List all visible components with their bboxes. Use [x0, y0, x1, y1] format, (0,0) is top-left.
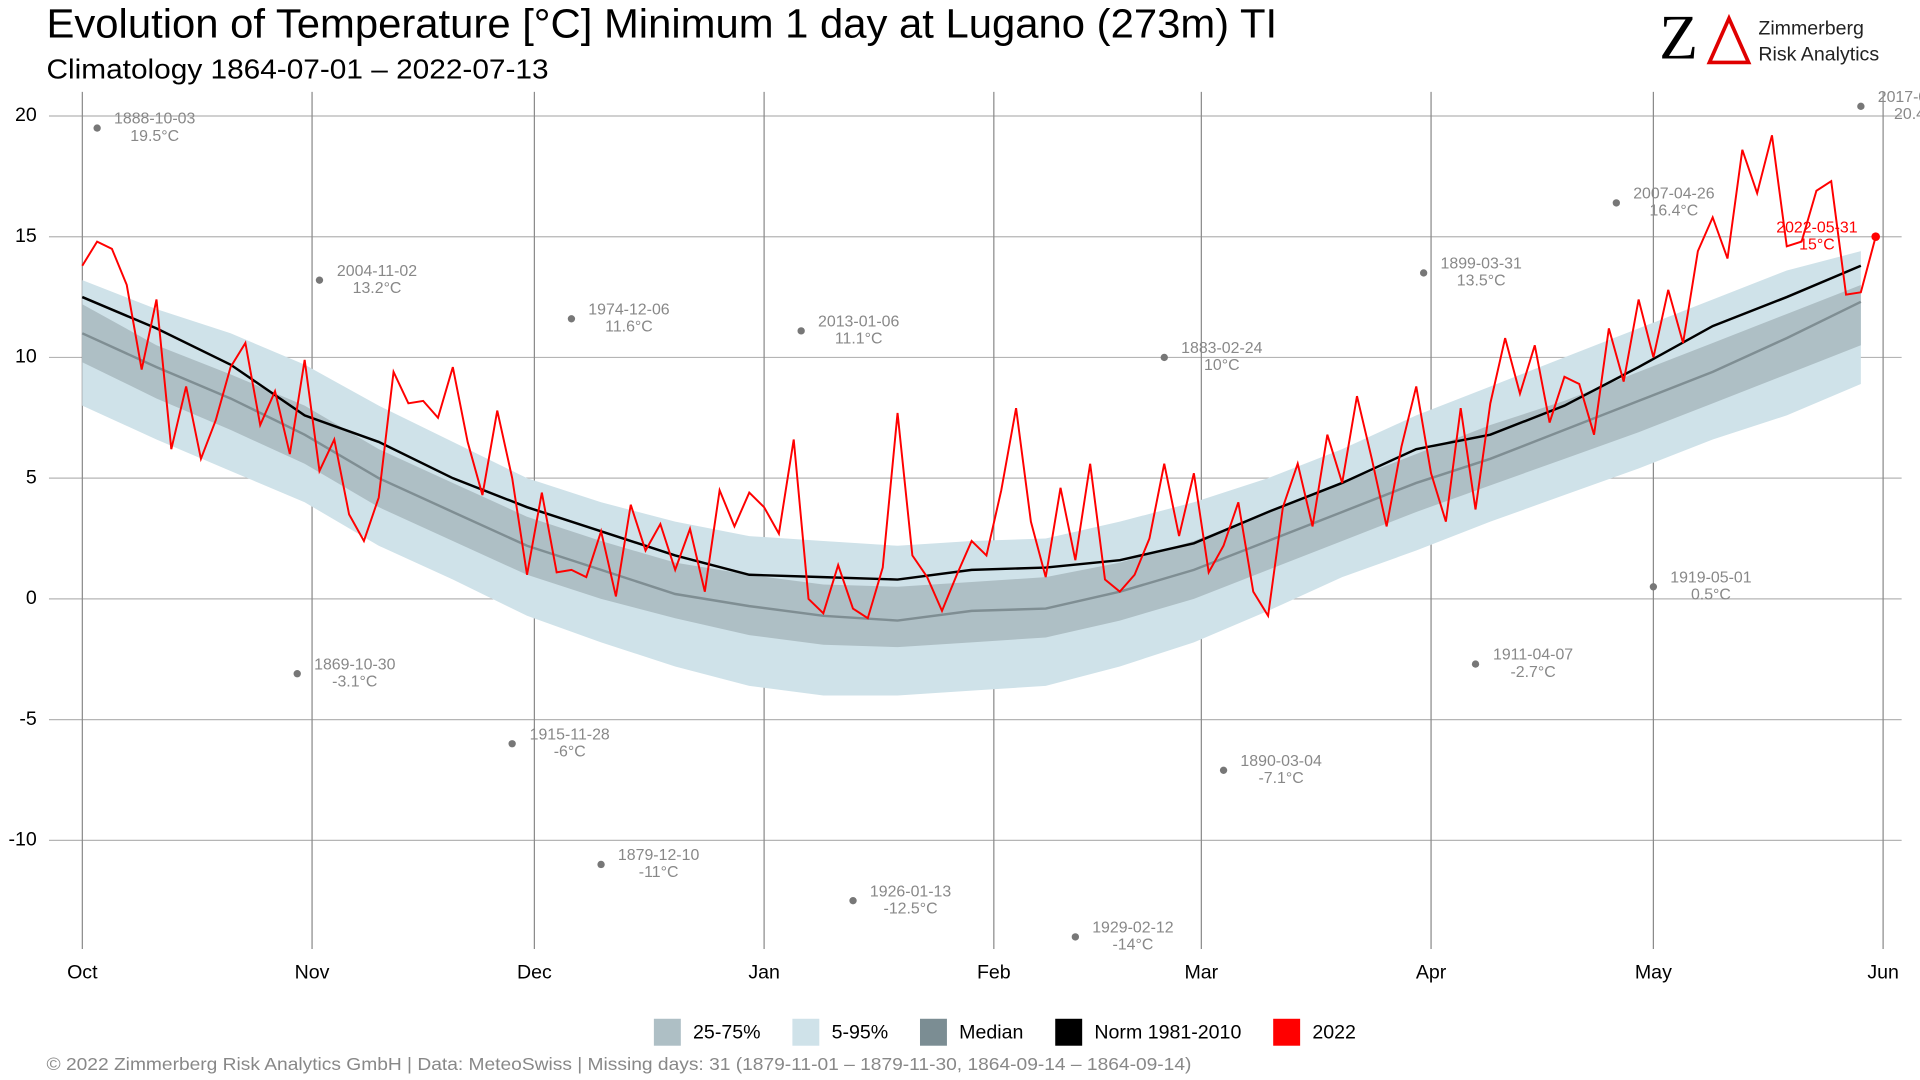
record-point [849, 897, 857, 905]
y-tick-label: -10 [8, 828, 36, 850]
record-date: 1883-02-24 [1181, 340, 1263, 357]
legend-swatch [919, 1018, 947, 1046]
record-value: -3.1°C [332, 674, 377, 691]
logo-line2: Risk Analytics [1758, 43, 1879, 65]
record-point [1160, 353, 1168, 362]
x-tick-label: May [1635, 962, 1672, 984]
record-date: 1929-02-12 [1092, 920, 1174, 937]
logo-z: Z [1659, 2, 1698, 73]
y-tick-label: 20 [15, 104, 37, 126]
record-point [1612, 199, 1620, 207]
record-value: 10°C [1204, 357, 1240, 374]
record-point [567, 315, 576, 323]
record-date: 2017-05-29 [1878, 89, 1920, 106]
record-value: 0.5°C [1691, 587, 1731, 604]
record-value: 11.1°C [835, 331, 883, 348]
x-tick-label: Oct [67, 962, 98, 984]
record-date: 1915-11-28 [530, 726, 610, 743]
median-line [81, 300, 1862, 622]
band [82, 284, 1861, 648]
record-point [1219, 766, 1228, 774]
axes: -10 -5 0 5 10 15 20 Oct Nov Dec Jan Feb Mar Apr May Jun [8, 104, 1898, 983]
record-value: -2.7°C [1510, 664, 1555, 681]
x-tick-label: Nov [295, 962, 330, 984]
record-value: -12.5°C [884, 900, 938, 917]
x-tick-label: Jan [748, 962, 780, 984]
record-point [508, 740, 516, 748]
current-year-line [81, 135, 1877, 620]
record-date: 2013-01-06 [818, 314, 900, 331]
legend-swatch [792, 1018, 820, 1046]
record-point [1419, 269, 1428, 277]
record-value: -14°C [1112, 937, 1153, 954]
logo: Z Zimmerberg Risk Analytics [1659, 2, 1879, 73]
record-value: 13.5°C [1457, 273, 1506, 290]
chart-title: Evolution of Temperature [°C] Minimum 1 … [47, 1, 1278, 47]
legend-label: 2022 [1312, 1022, 1356, 1044]
logo-triangle [1706, 13, 1752, 65]
record-value: -7.1°C [1258, 770, 1303, 787]
y-tick-label: 5 [26, 466, 37, 488]
record-value: -6°C [554, 744, 586, 761]
record-value: 16.4°C [1649, 203, 1698, 220]
chart-subtitle: Climatology 1864-07-01 – 2022-07-13 [47, 53, 549, 84]
record-date: 1879-12-10 [618, 847, 700, 864]
record-date: 1899-03-31 [1441, 256, 1523, 273]
record-date: 2004-11-02 [337, 263, 417, 280]
x-tick-label: Jun [1867, 962, 1899, 984]
end-point [1871, 232, 1880, 241]
legend-swatch [653, 1018, 681, 1046]
grid [48, 91, 1902, 949]
record-point [797, 327, 805, 335]
record-point [597, 860, 605, 869]
record-value: 19.5°C [130, 128, 179, 145]
logo-line1: Zimmerberg [1758, 18, 1864, 40]
legend-label: 5-95% [832, 1022, 889, 1044]
x-tick-label: Feb [977, 962, 1011, 984]
norm-line [81, 264, 1862, 581]
y-tick-label: -5 [19, 708, 37, 730]
record-value: 11.6°C [605, 319, 653, 336]
record-date: 1888-10-03 [114, 111, 196, 128]
record-date: 2007-04-26 [1633, 186, 1715, 203]
record-date: 1926-01-13 [870, 883, 952, 900]
legend-label: Median [959, 1022, 1023, 1044]
x-tick-label: Dec [517, 962, 552, 984]
record-date: 1974-12-06 [588, 301, 670, 318]
record-point [293, 670, 301, 678]
legend-label: 25-75% [693, 1022, 760, 1044]
legend-label: Norm 1981-2010 [1094, 1022, 1241, 1044]
end-value: 15°C [1799, 236, 1835, 253]
legend-swatch [1273, 1018, 1301, 1046]
record-point [1649, 583, 1658, 591]
y-tick-label: 0 [26, 587, 37, 609]
record-value: -11°C [639, 864, 679, 881]
x-tick-label: Apr [1416, 962, 1447, 984]
record-point [93, 124, 101, 132]
end-date: 2022-05-31 [1776, 219, 1858, 236]
footer: © 2022 Zimmerberg Risk Analytics GmbH | … [47, 1054, 1192, 1074]
legend: 25-75% 5-95% Median Norm 1981-2010 2022 [653, 1018, 1356, 1046]
legend-swatch [1055, 1018, 1083, 1046]
record-date: 1890-03-04 [1240, 753, 1322, 770]
y-tick-label: 10 [15, 346, 37, 368]
record-date: 1911-04-07 [1493, 647, 1573, 664]
record-date: 1869-10-30 [314, 656, 396, 673]
record-value: 20.4°C [1894, 106, 1920, 123]
y-tick-label: 15 [15, 225, 37, 247]
x-tick-label: Mar [1184, 962, 1218, 984]
record-value: 13.2°C [353, 280, 402, 297]
record-date: 1919-05-01 [1670, 569, 1752, 586]
record-point [1071, 933, 1080, 941]
record-point [315, 276, 324, 284]
record-point [1471, 660, 1480, 668]
band [82, 251, 1861, 696]
record-point [1857, 102, 1865, 110]
